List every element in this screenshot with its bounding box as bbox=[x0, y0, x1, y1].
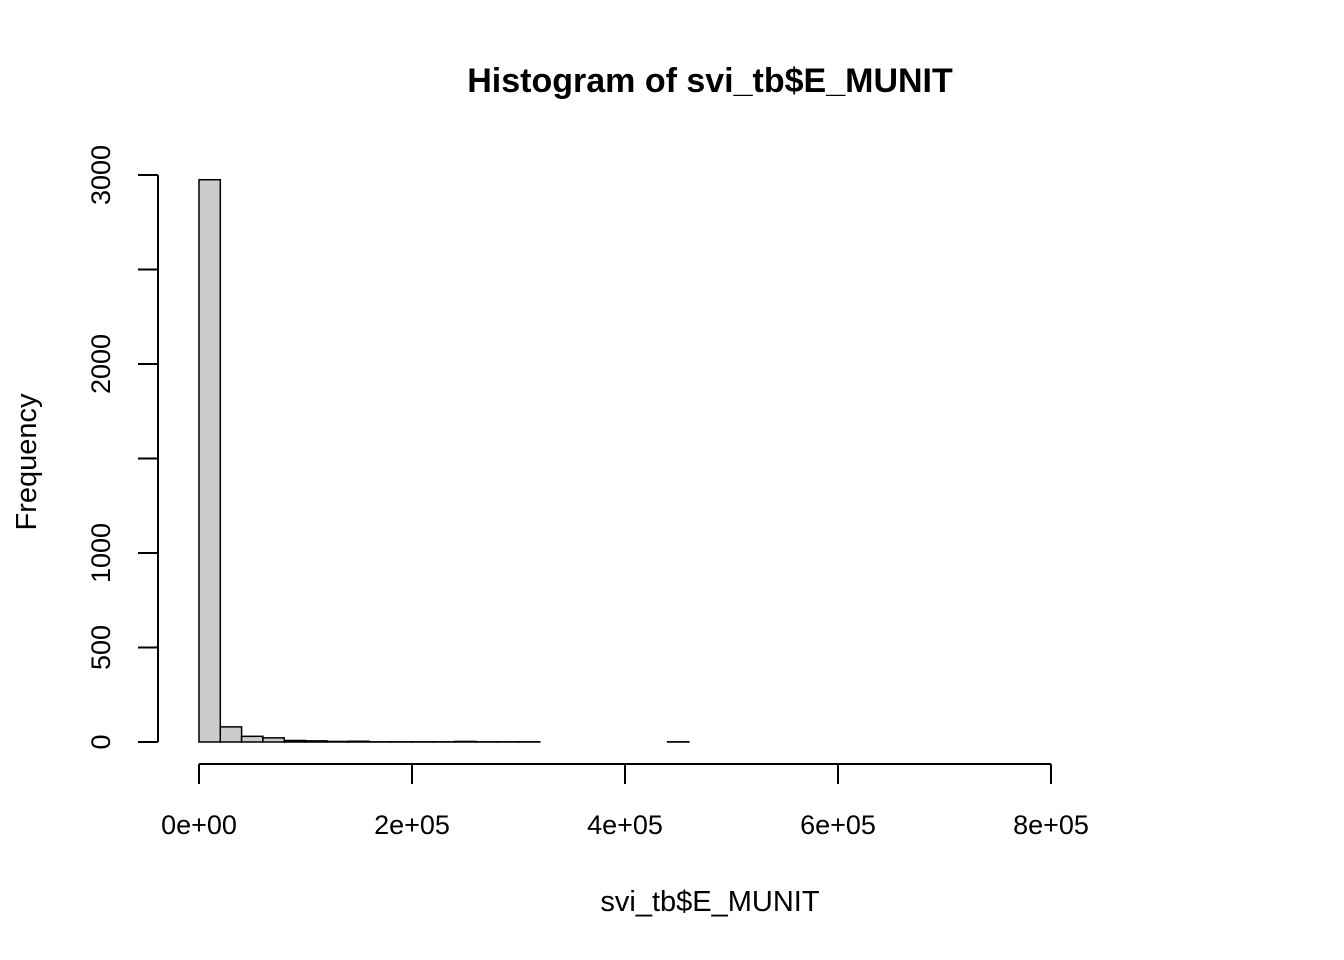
x-axis-label: svi_tb$E_MUNIT bbox=[600, 886, 819, 918]
x-tick-label: 4e+05 bbox=[587, 810, 663, 840]
y-axis: 0 500 1000 2000 3000 bbox=[86, 145, 159, 750]
chart-title: Histogram of svi_tb$E_MUNIT bbox=[467, 62, 953, 100]
y-tick-label: 500 bbox=[86, 625, 116, 670]
histogram-bar bbox=[262, 737, 285, 743]
histogram-bar bbox=[283, 739, 307, 743]
y-tick-label: 3000 bbox=[86, 145, 116, 205]
x-tick-label: 2e+05 bbox=[374, 810, 450, 840]
histogram-bar bbox=[304, 740, 328, 743]
y-tick-label: 0 bbox=[86, 734, 116, 749]
histogram-bars bbox=[198, 178, 690, 743]
x-axis: 0e+00 2e+05 4e+05 6e+05 8e+05 bbox=[161, 763, 1089, 840]
histogram-bar bbox=[219, 726, 243, 743]
x-tick-label: 6e+05 bbox=[800, 810, 876, 840]
y-tick-label: 1000 bbox=[86, 523, 116, 583]
x-tick-label: 8e+05 bbox=[1013, 810, 1089, 840]
x-tick-label: 0e+00 bbox=[161, 810, 237, 840]
histogram-bar bbox=[198, 178, 222, 743]
histogram-bar bbox=[326, 740, 349, 743]
histogram-bar bbox=[347, 740, 371, 743]
histogram-bar bbox=[240, 735, 264, 743]
y-tick-label: 2000 bbox=[86, 334, 116, 394]
histogram-bar bbox=[453, 740, 477, 743]
y-axis-label: Frequency bbox=[11, 393, 43, 531]
